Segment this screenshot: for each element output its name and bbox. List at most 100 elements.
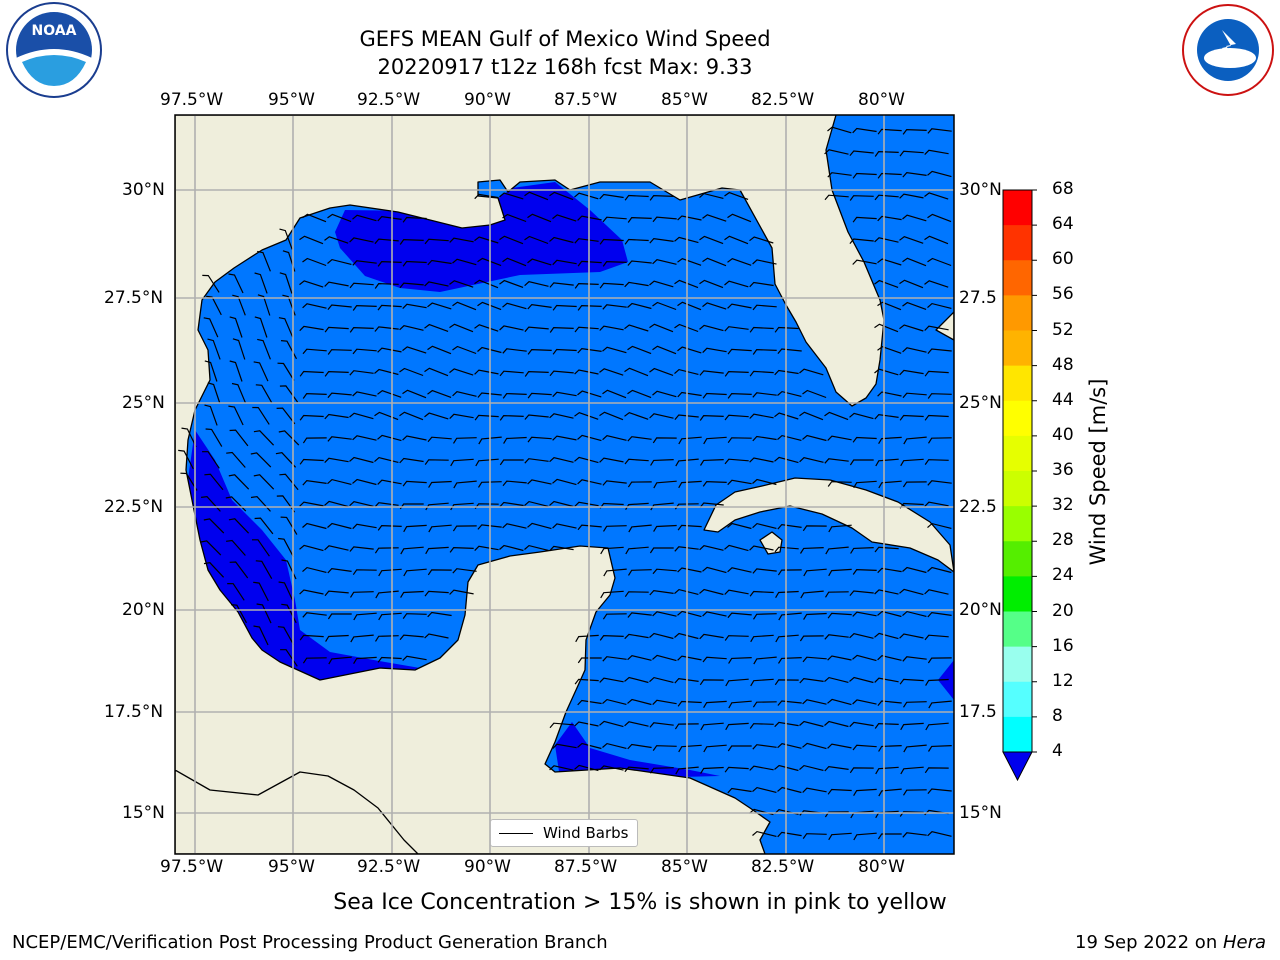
wind-barb [302, 257, 327, 267]
wind-barb [728, 700, 752, 709]
wind-barb [602, 613, 627, 620]
wind-barb [774, 546, 799, 553]
wind-barb [852, 654, 877, 662]
wind-barb [777, 434, 802, 441]
wind-barb [377, 479, 402, 485]
wind-barb [302, 566, 327, 573]
wind-barb [824, 591, 849, 598]
wind-barb [424, 459, 449, 465]
wind-barb [649, 194, 674, 201]
wind-barb [349, 282, 374, 289]
wind-barb [278, 317, 294, 338]
wind-barb [699, 192, 724, 199]
wind-barb [402, 216, 427, 223]
lon-tick-bottom-5: 85°W [661, 857, 708, 877]
wind-barb [349, 412, 374, 420]
wind-barb [602, 346, 627, 354]
wind-barb [400, 590, 424, 598]
wind-barb [725, 722, 749, 731]
wind-barb [802, 742, 827, 750]
wind-barb [899, 150, 924, 157]
wind-barb [674, 723, 699, 730]
wind-barb [353, 612, 377, 621]
lon-tick-bottom-3: 90°W [464, 857, 511, 877]
wind-barb [299, 414, 324, 421]
wind-barb [499, 192, 524, 200]
wind-barb [828, 524, 852, 533]
wind-barb [302, 348, 327, 355]
wind-barb [649, 367, 674, 376]
wind-barb [602, 216, 627, 223]
wind-barb [327, 213, 352, 223]
wind-barb [602, 698, 627, 705]
wind-barb [652, 745, 677, 751]
wind-barb [399, 238, 424, 245]
wind-barb [327, 436, 352, 442]
wind-barb [727, 392, 752, 399]
wind-barb [450, 502, 474, 511]
wind-barb [452, 437, 477, 444]
wind-barb [253, 581, 269, 602]
lon-tick-top-2: 92.5°W [357, 90, 421, 110]
wind-barb [602, 525, 627, 532]
wind-barb [474, 369, 499, 375]
colorbar-level-label: 64 [1052, 214, 1074, 235]
wind-barb [927, 348, 952, 354]
wind-barb [699, 633, 724, 640]
wind-barb [877, 391, 902, 397]
wind-barb [327, 349, 352, 355]
wind-barb [902, 832, 927, 838]
wind-barb [327, 258, 352, 265]
wind-barb [227, 583, 245, 601]
wind-barb [624, 238, 649, 245]
wind-barb [377, 390, 402, 398]
wind-barb [749, 457, 774, 463]
wind-barb [403, 568, 427, 577]
wind-barb [700, 766, 724, 774]
colorbar-level-label: 20 [1052, 600, 1074, 621]
wind-barb [702, 480, 727, 487]
wind-barb [874, 546, 899, 553]
wind-barb [674, 323, 699, 333]
wind-barb [499, 279, 524, 288]
wind-barb [278, 430, 300, 446]
wind-barb [749, 236, 774, 244]
wind-barb [803, 612, 827, 620]
wind-barb [599, 634, 624, 641]
wind-barb [574, 326, 599, 333]
wind-barb [925, 678, 949, 686]
wind-barb [475, 458, 499, 467]
wind-barb [725, 678, 749, 687]
wind-barb [253, 625, 269, 646]
wind-barb [674, 546, 699, 552]
wind-barb [677, 391, 702, 398]
wind-barb [902, 128, 927, 135]
wind-barb [449, 413, 474, 420]
wind-barb [449, 589, 474, 595]
wind-barb [902, 701, 927, 708]
wind-barb [352, 348, 377, 355]
wind-barb [324, 236, 349, 244]
lon-tick-bottom-1: 95°W [268, 857, 315, 877]
wind-barb [599, 282, 624, 289]
wind-barb [377, 347, 402, 353]
wind-barb [900, 722, 924, 731]
wind-barb [302, 657, 327, 664]
wind-barb [902, 347, 927, 353]
wind-barb [350, 634, 374, 643]
wind-barb [702, 656, 727, 663]
wind-barb [477, 301, 502, 311]
wind-barb [253, 361, 269, 382]
wind-barb [899, 633, 924, 639]
colorbar-segment [1003, 260, 1032, 296]
wind-barb [802, 656, 827, 663]
wind-barb [678, 436, 702, 445]
wind-barb [849, 412, 874, 420]
wind-barb [602, 260, 627, 267]
colorbar-segment [1003, 541, 1032, 577]
wind-barb [602, 435, 627, 441]
lon-tick-bottom-4: 87.5°W [554, 857, 618, 877]
wind-barb [752, 478, 777, 486]
wind-barb [627, 743, 652, 750]
wind-barb [649, 237, 674, 244]
